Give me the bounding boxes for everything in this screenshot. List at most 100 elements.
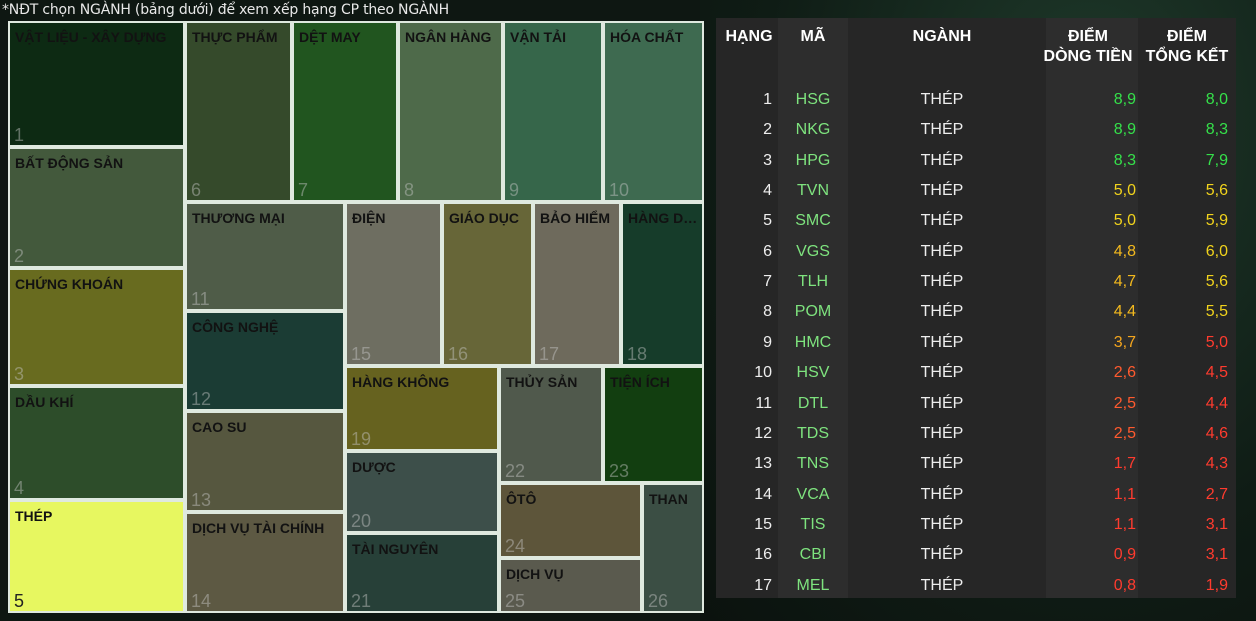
table-row[interactable]: 3 HPG THÉP 8,3 7,9 [716, 150, 1236, 180]
rank-cell: 13 [754, 455, 772, 473]
table-row[interactable]: 2 NKG THÉP 8,9 8,3 [716, 119, 1236, 149]
code-cell[interactable]: MEL [796, 576, 830, 594]
treemap-tile-13[interactable]: CAO SU 13 [185, 411, 345, 512]
instruction-note: *NĐT chọn NGÀNH (bảng dưới) để xem xếp h… [2, 2, 449, 18]
treemap-tile-16[interactable]: GIÁO DỤC 16 [442, 202, 533, 366]
tile-label: BẤT ĐỘNG SẢN [15, 155, 124, 171]
code-cell[interactable]: TLH [797, 273, 829, 291]
treemap-tile-4[interactable]: DẦU KHÍ 4 [8, 386, 185, 500]
table-row[interactable]: 17 MEL THÉP 0,8 1,9 [716, 575, 1236, 605]
rank-cell: 5 [763, 212, 772, 230]
code-cell[interactable]: POM [794, 303, 832, 321]
code-cell[interactable]: NKG [795, 121, 831, 139]
header-industry[interactable]: NGÀNH [912, 28, 972, 45]
tile-number: 24 [505, 536, 526, 556]
flow-score-cell: 1,1 [1113, 515, 1136, 533]
header-total-score[interactable]: ĐIỂM TỔNG KẾT [1140, 27, 1234, 67]
tile-number: 2 [14, 246, 25, 266]
tile-number: 10 [609, 180, 630, 200]
treemap-tile-12[interactable]: CÔNG NGHỆ 12 [185, 311, 345, 411]
total-score-cell: 6,0 [1205, 242, 1228, 260]
treemap-tile-2[interactable]: BẤT ĐỘNG SẢN 2 [8, 147, 185, 268]
code-cell[interactable]: HMC [794, 333, 832, 351]
code-cell[interactable]: SMC [795, 212, 831, 230]
treemap-tile-6[interactable]: THỰC PHẨM 6 [185, 21, 292, 202]
treemap-tile-14[interactable]: DỊCH VỤ TÀI CHÍNH 14 [185, 512, 345, 613]
table-row[interactable]: 12 TDS THÉP 2,5 4,6 [716, 423, 1236, 453]
code-cell[interactable]: TDS [797, 424, 829, 442]
treemap-tile-7[interactable]: DỆT MAY 7 [292, 21, 398, 202]
code-cell[interactable]: VCA [796, 485, 830, 503]
table-row[interactable]: 16 CBI THÉP 0,9 3,1 [716, 544, 1236, 574]
code-cell[interactable]: CBI [799, 546, 827, 564]
table-row[interactable]: 14 VCA THÉP 1,1 2,7 [716, 484, 1236, 514]
tile-label: THÉP [15, 508, 53, 524]
tile-label: THỦY SẢN [506, 374, 578, 390]
table-row[interactable]: 8 POM THÉP 4,4 5,5 [716, 301, 1236, 331]
rank-cell: 10 [754, 364, 772, 382]
treemap-tile-26[interactable]: THAN 26 [642, 483, 704, 613]
industry-cell: THÉP [920, 303, 964, 321]
treemap-tile-3[interactable]: CHỨNG KHOÁN 3 [8, 268, 185, 386]
industry-cell: THÉP [920, 242, 964, 260]
treemap-tile-20[interactable]: DƯỢC 20 [345, 451, 499, 533]
code-cell[interactable]: HSV [796, 364, 830, 382]
treemap-tile-19[interactable]: HÀNG KHÔNG 19 [345, 366, 499, 451]
treemap-tile-21[interactable]: TÀI NGUYÊN 21 [345, 533, 499, 613]
rank-cell: 9 [763, 333, 772, 351]
header-flow-score[interactable]: ĐIỂM DÒNG TIỀN [1038, 27, 1138, 67]
table-row[interactable]: 13 TNS THÉP 1,7 4,3 [716, 453, 1236, 483]
treemap-tile-11[interactable]: THƯƠNG MẠI 11 [185, 202, 345, 311]
treemap-tile-17[interactable]: BẢO HIỂM 17 [533, 202, 621, 366]
flow-score-cell: 0,9 [1113, 546, 1136, 564]
industry-treemap: VẬT LIỆU - XÂY DỰNG 1 BẤT ĐỘNG SẢN 2 CHỨNG K… [8, 21, 704, 613]
code-cell[interactable]: VGS [796, 242, 830, 260]
code-cell[interactable]: TVN [797, 182, 829, 200]
flow-score-cell: 2,6 [1113, 364, 1136, 382]
tile-number: 11 [191, 289, 210, 309]
treemap-tile-9[interactable]: VẬN TẢI 9 [503, 21, 603, 202]
treemap-tile-1[interactable]: VẬT LIỆU - XÂY DỰNG 1 [8, 21, 185, 147]
flow-score-cell: 8,9 [1113, 121, 1136, 139]
table-row[interactable]: 10 HSV THÉP 2,6 4,5 [716, 362, 1236, 392]
tile-label: CHỨNG KHOÁN [15, 276, 124, 292]
treemap-tile-22[interactable]: THỦY SẢN 22 [499, 366, 603, 483]
total-score-cell: 7,9 [1205, 151, 1228, 169]
tile-number: 13 [191, 490, 212, 510]
total-score-cell: 5,9 [1205, 212, 1228, 230]
table-row[interactable]: 4 TVN THÉP 5,0 5,6 [716, 180, 1236, 210]
treemap-tile-15[interactable]: ĐIỆN 15 [345, 202, 442, 366]
header-total-line2: TỔNG KẾT [1145, 48, 1229, 65]
flow-score-cell: 1,1 [1113, 485, 1136, 503]
tile-label: THAN [649, 491, 688, 507]
tile-label: TIỆN ÍCH [610, 374, 670, 390]
code-cell[interactable]: TNS [797, 455, 829, 473]
code-cell[interactable]: TIS [800, 515, 826, 533]
treemap-tile-8[interactable]: NGÂN HÀNG 8 [398, 21, 503, 202]
table-row[interactable]: 5 SMC THÉP 5,0 5,9 [716, 210, 1236, 240]
tile-label: DƯỢC [352, 459, 396, 475]
treemap-tile-24[interactable]: ÔTÔ 24 [499, 483, 642, 558]
header-rank[interactable]: HẠNG [725, 28, 773, 45]
table-row[interactable]: 11 DTL THÉP 2,5 4,4 [716, 393, 1236, 423]
code-cell[interactable]: DTL [797, 394, 829, 412]
code-cell[interactable]: HSG [795, 91, 831, 108]
treemap-tile-10[interactable]: HÓA CHẤT 10 [603, 21, 704, 202]
header-flow-line1: ĐIỂM [1068, 28, 1108, 45]
header-code[interactable]: MÃ [800, 28, 826, 45]
table-row[interactable]: 9 HMC THÉP 3,7 5,0 [716, 332, 1236, 362]
tile-label: HÀNG KHÔNG [352, 374, 450, 390]
treemap-tile-18[interactable]: HÀNG DỊ... 18 [621, 202, 704, 366]
table-row[interactable]: 6 VGS THÉP 4,8 6,0 [716, 241, 1236, 271]
industry-cell: THÉP [920, 515, 964, 533]
table-row[interactable]: 1 HSG THÉP 8,9 8,0 [716, 89, 1236, 119]
code-cell[interactable]: HPG [795, 151, 831, 169]
flow-score-cell: 5,0 [1113, 182, 1136, 200]
treemap-tile-23[interactable]: TIỆN ÍCH 23 [603, 366, 704, 483]
treemap-tile-25[interactable]: DỊCH VỤ 25 [499, 558, 642, 613]
table-row[interactable]: 15 TIS THÉP 1,1 3,1 [716, 514, 1236, 544]
treemap-tile-5[interactable]: THÉP 5 [8, 500, 185, 613]
tile-label: ĐIỆN [352, 210, 386, 226]
tile-number: 14 [191, 591, 212, 611]
table-row[interactable]: 7 TLH THÉP 4,7 5,6 [716, 271, 1236, 301]
